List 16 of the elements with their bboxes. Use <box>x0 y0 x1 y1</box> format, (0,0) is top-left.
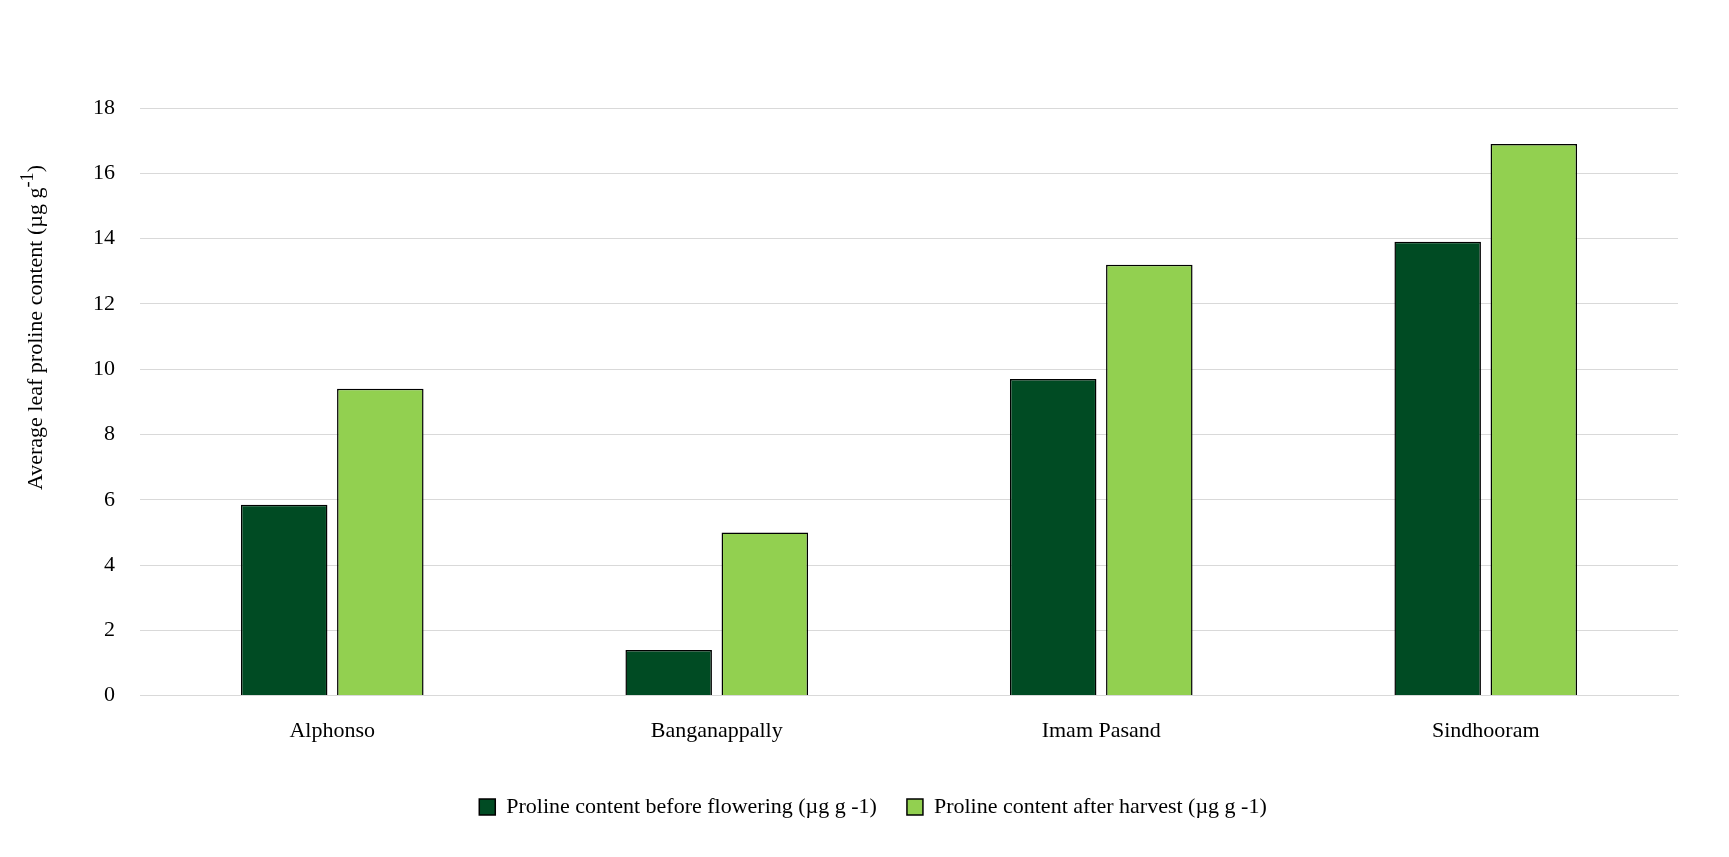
y-tick-label: 0 <box>104 681 115 707</box>
legend-label: Proline content after harvest (µg g -1) <box>933 792 1267 818</box>
y-tick-label: 4 <box>104 550 115 576</box>
x-tick-label: Alphonso <box>289 716 376 742</box>
y-tick-label: 8 <box>104 420 115 446</box>
x-tick-label: Sindhooram <box>1431 716 1540 742</box>
y-tick-label: 16 <box>93 159 115 185</box>
y-tick-label: 18 <box>93 93 115 119</box>
x-tick-label: Imam Pasand <box>1041 716 1161 742</box>
x-tick-label: Banganappally <box>650 716 783 742</box>
legend-label: Proline content before flowering (µg g -1) <box>506 792 877 818</box>
y-tick-label: 10 <box>93 354 115 380</box>
y-tick-label: 14 <box>93 224 115 250</box>
y-tick-label: 2 <box>104 616 115 642</box>
y-tick-label: 12 <box>93 289 115 315</box>
y-tick-label: 6 <box>104 485 115 511</box>
